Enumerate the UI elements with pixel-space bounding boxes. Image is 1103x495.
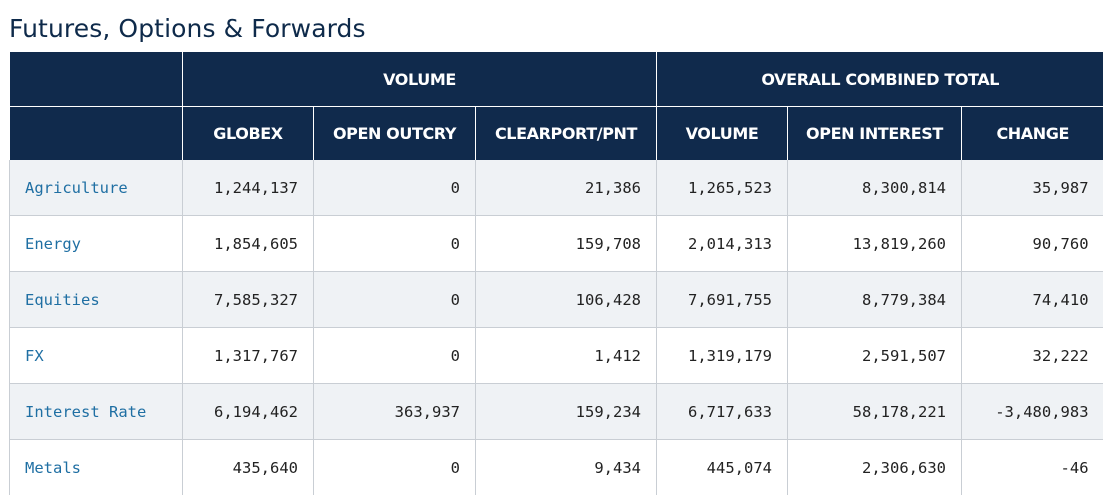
cell-globex: 7,585,327 [183, 272, 314, 328]
cell-volume: 445,074 [657, 440, 788, 495]
cell-globex: 1,317,767 [183, 328, 314, 384]
header-group-volume: VOLUME [183, 52, 657, 107]
cell-volume: 1,265,523 [657, 160, 788, 216]
cell-open-interest: 2,591,507 [788, 328, 962, 384]
table-row: Metals 435,640 0 9,434 445,074 2,306,630… [10, 440, 1103, 495]
header-group-row: VOLUME OVERALL COMBINED TOTAL [10, 52, 1103, 107]
cell-volume: 6,717,633 [657, 384, 788, 440]
row-label-equities[interactable]: Equities [10, 272, 183, 328]
cell-volume: 1,319,179 [657, 328, 788, 384]
cell-open-outcry: 0 [314, 216, 476, 272]
cell-change: -3,480,983 [962, 384, 1103, 440]
row-label-metals[interactable]: Metals [10, 440, 183, 495]
cell-clearport: 159,708 [476, 216, 657, 272]
cell-globex: 435,640 [183, 440, 314, 495]
column-header-open-interest: OPEN INTEREST [788, 107, 962, 161]
table-row: Energy 1,854,605 0 159,708 2,014,313 13,… [10, 216, 1103, 272]
table-row: Interest Rate 6,194,462 363,937 159,234 … [10, 384, 1103, 440]
table-row: Equities 7,585,327 0 106,428 7,691,755 8… [10, 272, 1103, 328]
cell-open-outcry: 0 [314, 160, 476, 216]
header-group-overall-combined-total: OVERALL COMBINED TOTAL [657, 52, 1103, 107]
cell-change: 32,222 [962, 328, 1103, 384]
table-header: VOLUME OVERALL COMBINED TOTAL GLOBEX OPE… [10, 52, 1103, 160]
cell-globex: 1,244,137 [183, 160, 314, 216]
volume-table: VOLUME OVERALL COMBINED TOTAL GLOBEX OPE… [9, 52, 1103, 495]
cell-clearport: 9,434 [476, 440, 657, 495]
cell-globex: 1,854,605 [183, 216, 314, 272]
cell-change: -46 [962, 440, 1103, 495]
page-title: Futures, Options & Forwards [9, 12, 366, 46]
cell-open-interest: 8,779,384 [788, 272, 962, 328]
cell-globex: 6,194,462 [183, 384, 314, 440]
column-header-volume: VOLUME [657, 107, 788, 161]
row-label-energy[interactable]: Energy [10, 216, 183, 272]
row-label-fx[interactable]: FX [10, 328, 183, 384]
header-corner-cell [10, 52, 183, 107]
row-label-agriculture[interactable]: Agriculture [10, 160, 183, 216]
header-column-row: GLOBEX OPEN OUTCRY CLEARPORT/PNT VOLUME … [10, 107, 1103, 161]
column-header-open-outcry: OPEN OUTCRY [314, 107, 476, 161]
table-body: Agriculture 1,244,137 0 21,386 1,265,523… [10, 160, 1103, 495]
cell-open-outcry: 0 [314, 328, 476, 384]
cell-open-outcry: 363,937 [314, 384, 476, 440]
cell-volume: 2,014,313 [657, 216, 788, 272]
cell-open-interest: 13,819,260 [788, 216, 962, 272]
cell-open-interest: 8,300,814 [788, 160, 962, 216]
cell-clearport: 106,428 [476, 272, 657, 328]
cell-clearport: 1,412 [476, 328, 657, 384]
table-row: FX 1,317,767 0 1,412 1,319,179 2,591,507… [10, 328, 1103, 384]
cell-clearport: 21,386 [476, 160, 657, 216]
cell-change: 90,760 [962, 216, 1103, 272]
cell-open-interest: 2,306,630 [788, 440, 962, 495]
cell-open-outcry: 0 [314, 440, 476, 495]
cell-open-interest: 58,178,221 [788, 384, 962, 440]
column-header-clearport-pnt: CLEARPORT/PNT [476, 107, 657, 161]
column-header-change: CHANGE [962, 107, 1103, 161]
cell-clearport: 159,234 [476, 384, 657, 440]
cell-change: 35,987 [962, 160, 1103, 216]
header-empty-cell [10, 107, 183, 161]
row-label-interest-rate[interactable]: Interest Rate [10, 384, 183, 440]
cell-change: 74,410 [962, 272, 1103, 328]
cell-volume: 7,691,755 [657, 272, 788, 328]
cell-open-outcry: 0 [314, 272, 476, 328]
table-row: Agriculture 1,244,137 0 21,386 1,265,523… [10, 160, 1103, 216]
column-header-globex: GLOBEX [183, 107, 314, 161]
